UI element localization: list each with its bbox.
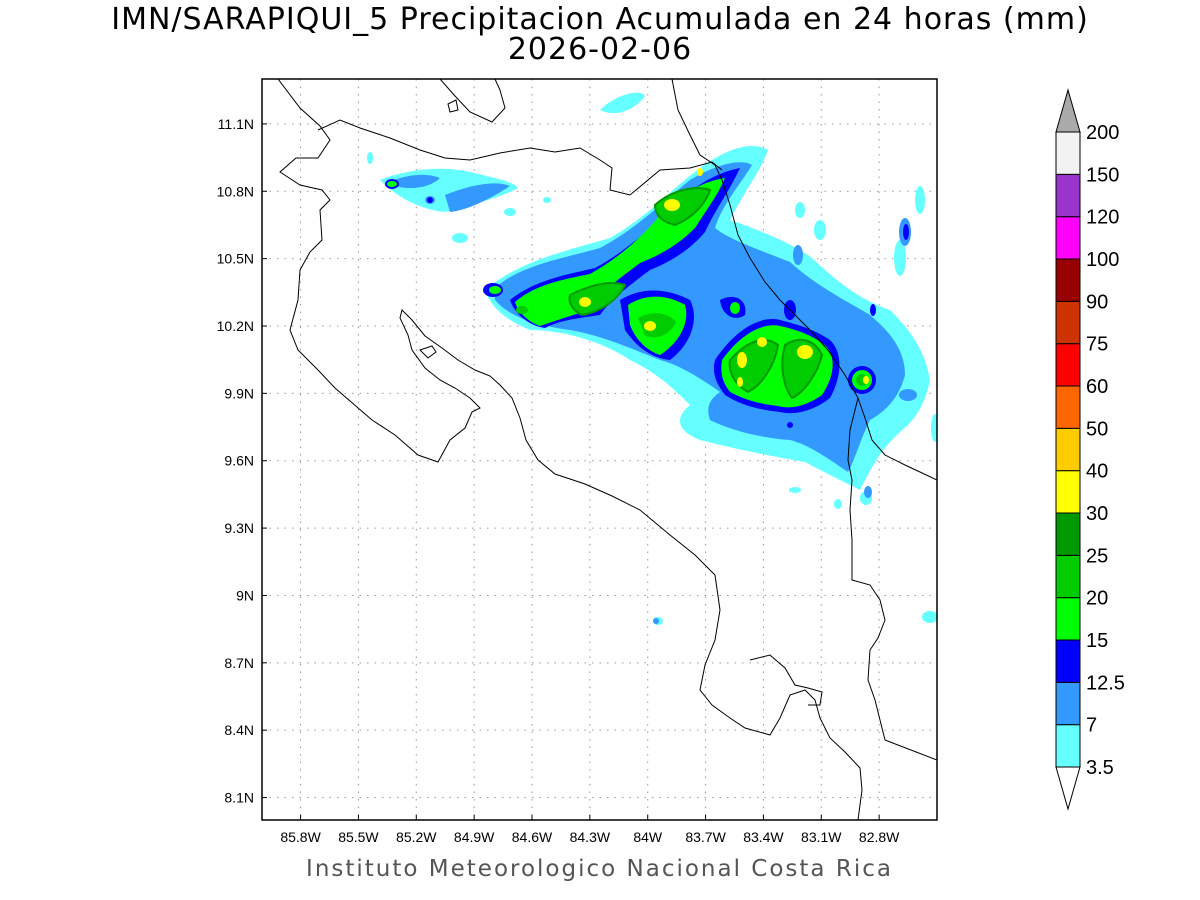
colorbar-level-label: 100 bbox=[1086, 249, 1119, 271]
colorbar-swatch bbox=[1055, 427, 1081, 472]
x-tick-label: 84.6W bbox=[512, 829, 553, 845]
y-tick-label: 10.8N bbox=[217, 183, 254, 199]
colorbar-level-label: 60 bbox=[1086, 376, 1108, 398]
colorbar-level-label: 50 bbox=[1086, 418, 1108, 440]
y-tick-label: 9N bbox=[236, 587, 254, 603]
colorbar-swatch bbox=[1055, 216, 1081, 260]
y-tick-label: 8.4N bbox=[224, 722, 254, 738]
colorbar-swatch bbox=[1055, 512, 1081, 556]
colorbar-swatch bbox=[1055, 258, 1081, 302]
colorbar-swatch bbox=[1055, 554, 1081, 599]
precipitation-field bbox=[367, 92, 937, 625]
y-tick-label: 8.7N bbox=[224, 655, 254, 671]
x-axis-ticks: 85.8W 85.5W 85.2W 84.9W 84.6W 84.3W 84W 83.7W 83… bbox=[280, 815, 900, 845]
colorbar-level-label: 20 bbox=[1086, 588, 1108, 610]
x-tick-label: 83.4W bbox=[743, 829, 784, 845]
colorbar-swatch bbox=[1055, 639, 1081, 683]
x-tick-label: 85.2W bbox=[396, 829, 437, 845]
x-tick-label: 85.8W bbox=[280, 829, 321, 845]
x-tick-label: 83.1W bbox=[801, 829, 842, 845]
colorbar-level-label: 120 bbox=[1086, 207, 1119, 229]
map-title: IMN/SARAPIQUI_5 Precipitacion Acumulada … bbox=[111, 2, 1089, 37]
colorbar-level-label: 25 bbox=[1086, 545, 1108, 567]
y-tick-label: 11.1N bbox=[218, 116, 254, 132]
colorbar-level-label: 40 bbox=[1086, 461, 1108, 483]
x-tick-label: 84.9W bbox=[454, 829, 495, 845]
x-tick-label: 82.8W bbox=[859, 829, 900, 845]
colorbar-extend-high bbox=[1055, 88, 1081, 133]
colorbar-swatch bbox=[1055, 470, 1081, 514]
x-tick-label: 83.7W bbox=[685, 829, 726, 845]
colorbar-level-label: 15 bbox=[1086, 630, 1108, 652]
x-tick-label: 84W bbox=[633, 829, 663, 845]
colorbar-swatch bbox=[1055, 681, 1081, 726]
y-tick-label: 9.9N bbox=[224, 385, 254, 401]
y-tick-label: 8.1N bbox=[224, 790, 254, 806]
colorbar-swatch bbox=[1055, 597, 1081, 641]
y-tick-label: 9.3N bbox=[224, 520, 254, 536]
plot-frame bbox=[261, 78, 938, 821]
colorbar-level-label: 3.5 bbox=[1086, 757, 1114, 779]
y-tick-label: 10.5N bbox=[217, 251, 254, 267]
colorbar-level-label: 150 bbox=[1086, 164, 1119, 186]
colorbar-swatch bbox=[1055, 724, 1081, 768]
x-tick-label: 85.5W bbox=[338, 829, 379, 845]
colorbar-swatch bbox=[1055, 300, 1081, 345]
colorbar-level-label: 12.5 bbox=[1086, 672, 1125, 694]
y-tick-label: 9.6N bbox=[224, 453, 254, 469]
colorbar-swatch bbox=[1055, 343, 1081, 387]
footer-credit: Instituto Meteorologico Nacional Costa R… bbox=[306, 856, 893, 882]
colorbar-level-label: 7 bbox=[1086, 715, 1097, 737]
colorbar-swatch bbox=[1055, 131, 1081, 175]
colorbar-swatch bbox=[1055, 173, 1081, 218]
colorbar-level-label: 75 bbox=[1086, 334, 1108, 356]
y-axis-ticks: 11.1N 10.8N 10.5N 10.2N 9.9N 9.6N 9.3N 9N 8.7N 8.… bbox=[217, 116, 267, 806]
colorbar-level-label: 90 bbox=[1086, 291, 1108, 313]
y-tick-label: 10.2N bbox=[217, 318, 254, 334]
colorbar-level-label: 30 bbox=[1086, 503, 1108, 525]
colorbar: 3.5 7 12.5 15 20 25 30 40 50 60 75 90 100 120 150 200 bbox=[1055, 88, 1125, 811]
colorbar-level-label: 200 bbox=[1086, 122, 1119, 144]
coastline-borders bbox=[277, 79, 937, 820]
colorbar-extend-low bbox=[1055, 766, 1081, 811]
colorbar-swatch bbox=[1055, 385, 1081, 429]
x-tick-label: 84.3W bbox=[570, 829, 611, 845]
map-date: 2026-02-06 bbox=[507, 32, 693, 67]
